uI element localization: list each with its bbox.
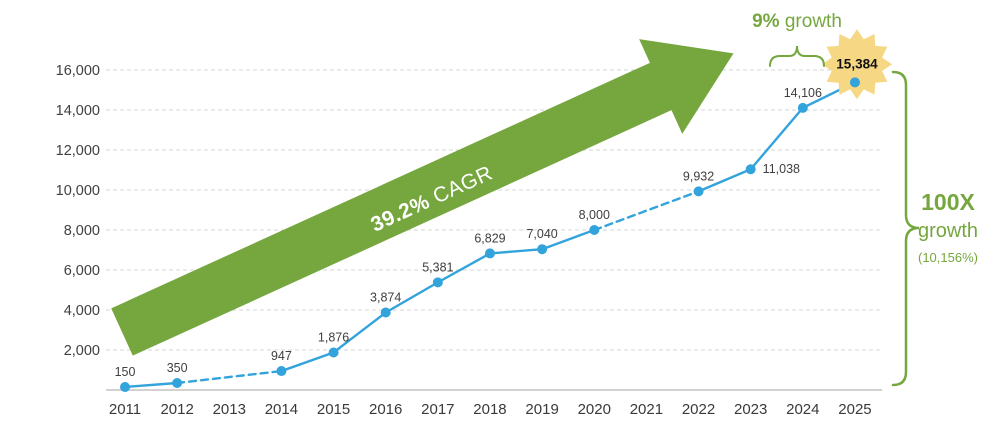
trend-line-segment	[540, 228, 596, 251]
data-point	[120, 382, 130, 392]
point-value-label: 14,106	[784, 86, 822, 100]
cagr-arrow-group: 39.2% CAGR	[111, 39, 734, 356]
point-value-label: 947	[271, 349, 292, 363]
trend-line-segment	[384, 281, 440, 314]
x-axis-label: 2016	[369, 401, 402, 418]
growth-small-word: growth	[780, 11, 842, 32]
x-axis-label: 2019	[525, 401, 558, 418]
data-point	[537, 244, 548, 255]
point-value-label: 7,040	[526, 227, 557, 241]
right-brace	[891, 70, 920, 387]
trend-line-segment	[488, 247, 544, 255]
x-axis-label: 2013	[213, 401, 246, 418]
plot-layer: 15,384 150 350 947 1,876 3,874 5,381 6,829 7,040…	[115, 29, 892, 392]
trend-line-segment	[123, 381, 179, 389]
data-point	[276, 366, 287, 377]
data-point	[797, 102, 808, 113]
starburst-badge	[822, 29, 892, 100]
data-point	[589, 225, 600, 235]
y-axis-label: 4,000	[64, 303, 100, 319]
trend-line-segment	[175, 369, 283, 385]
x-axis-label: 2021	[630, 401, 663, 418]
trend-line-segment	[697, 168, 752, 193]
x-axis-label: 2012	[160, 401, 193, 418]
x-axis-label: 2023	[734, 401, 767, 418]
data-point	[328, 347, 339, 358]
y-axis-label: 14,000	[56, 103, 100, 119]
point-value-label: 3,874	[370, 291, 401, 305]
x-axis-label: 2015	[317, 401, 350, 418]
x-axis-label: 2024	[786, 401, 819, 418]
data-point	[432, 277, 443, 288]
x-axis-label: 2014	[265, 401, 298, 418]
growth-brace-small	[769, 45, 825, 67]
point-value-label: 1,876	[318, 330, 349, 344]
y-axis-label: 6,000	[64, 263, 100, 279]
x-axis-label: 2020	[578, 401, 611, 418]
y-axis-label: 8,000	[64, 223, 100, 239]
growth-big-value: 100X	[921, 189, 975, 215]
point-value-label: 9,932	[683, 169, 714, 183]
x-axis-label: 2018	[473, 401, 506, 418]
y-axis-label: 2,000	[64, 343, 100, 359]
data-point	[484, 248, 495, 259]
trend-line-segment	[280, 351, 335, 373]
trend-line-segment	[749, 106, 805, 171]
growth-big-pct: (10,156%)	[918, 250, 978, 265]
point-value-label: 350	[167, 361, 188, 375]
growth-annotation-small: 9% growth	[752, 11, 842, 67]
x-axis-label: 2017	[421, 401, 454, 418]
growth-annotation-right: 100X growth (10,156%)	[891, 70, 978, 387]
x-axis-label: 2025	[838, 401, 871, 418]
point-value-label: 150	[115, 365, 136, 379]
data-point	[172, 378, 183, 388]
growth-small-value: 9%	[752, 11, 780, 32]
data-point	[745, 164, 756, 175]
y-axis-label: 12,000	[56, 143, 100, 159]
y-axis-label: 10,000	[56, 183, 100, 199]
point-value-label: 11,038	[763, 162, 800, 176]
trend-line-segment	[593, 190, 700, 232]
x-axis-label: 2022	[682, 401, 715, 418]
data-point	[380, 307, 391, 318]
point-value-label: 5,381	[422, 260, 453, 274]
starburst-label: 15,384	[836, 56, 878, 71]
growth-small-label: 9% growth	[752, 11, 842, 32]
trend-line-segment	[436, 252, 492, 284]
trend-line-segment	[332, 311, 387, 354]
data-point	[693, 186, 704, 197]
cagr-arrow	[111, 39, 734, 356]
point-value-label: 6,829	[474, 231, 505, 245]
x-axis-label: 2011	[109, 401, 141, 418]
data-point	[849, 77, 860, 88]
growth-big-word: growth	[918, 220, 978, 242]
y-axis-label: 16,000	[56, 63, 100, 79]
point-value-label: 8,000	[579, 208, 610, 222]
